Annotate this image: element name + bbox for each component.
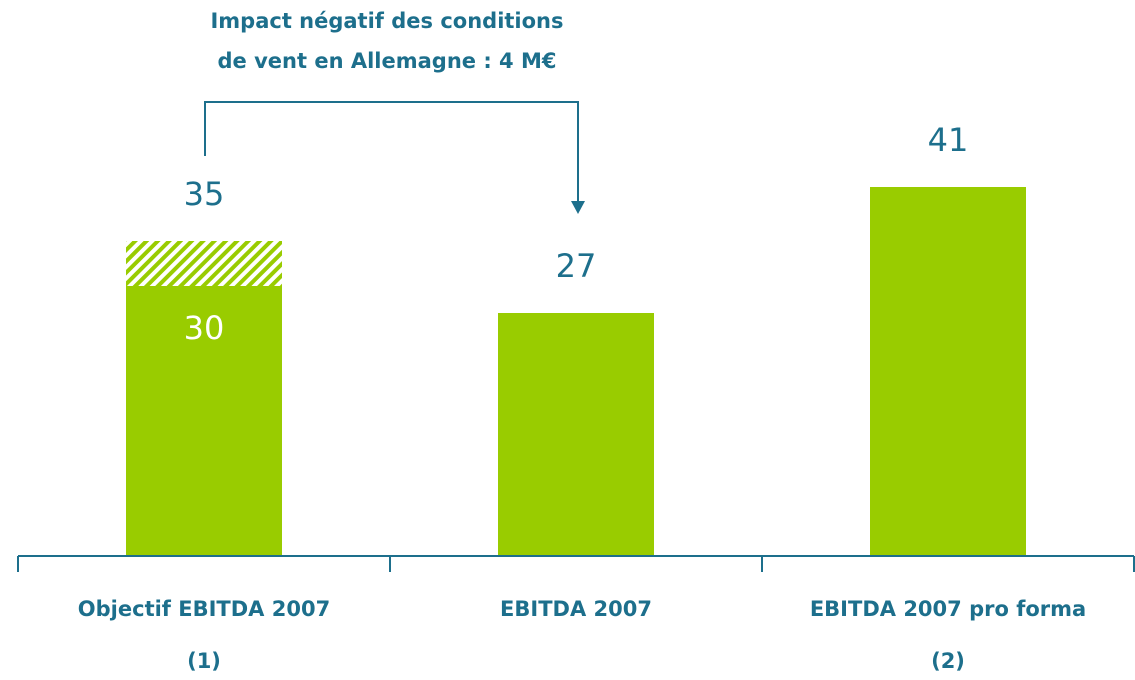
value-label: 30 [184,309,225,347]
x-tick-label: (2) [931,649,965,673]
x-tick-label: EBITDA 2007 pro forma [810,597,1086,621]
value-label: 27 [556,247,597,285]
annotation-arrow [204,101,579,204]
total-label: 35 [184,175,225,213]
x-tick-label: EBITDA 2007 [500,597,652,621]
bar [870,187,1026,556]
annotation: de vent en Allemagne : 4 M€ [218,49,557,73]
x-tick-label: (1) [187,649,221,673]
value-label: 41 [928,121,969,159]
annotation: Impact négatif des conditions [210,9,563,33]
bar [126,286,282,556]
bar [126,241,282,286]
x-tick-label: Objectif EBITDA 2007 [78,597,330,621]
bar [498,313,654,556]
arrow-head [571,201,585,214]
